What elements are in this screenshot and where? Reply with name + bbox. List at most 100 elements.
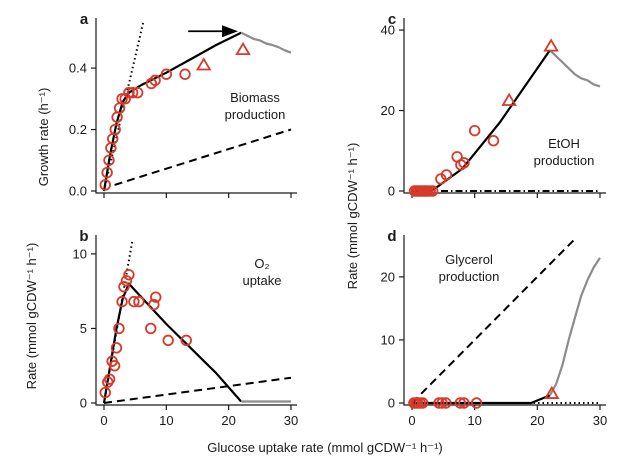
panel-b-axes [95,235,297,406]
panel-b-ytick-label: 0 [80,396,87,411]
right-ylabel: Rate (mmol gCDW⁻¹ h⁻¹) [345,143,360,290]
panel-b-circle-point [180,334,192,347]
panel-b-xtick-label: 30 [284,413,298,428]
panel-c-series-solid-gray [549,49,601,88]
panel-b-circle-point [108,360,121,372]
panel-b-ytick-label: 10 [73,246,87,261]
panel-d-series-solid-gray [548,257,601,396]
panel-b-circle-point [145,322,157,335]
panel-d-annotation: Glycerol [445,252,493,267]
panel-a-circle-point [103,154,115,166]
panel-b-circle-point [150,291,162,303]
panel-b-xtick-label: 20 [221,413,235,428]
panel-a-series-solid-gray [240,31,292,54]
panel-d-circle-point [416,397,429,409]
panel-b-circle-point [128,295,140,308]
panel-d-xtick-label: 20 [530,413,544,428]
panel-b-xtick-label: 10 [159,413,173,428]
panel-a-circle-point [116,93,128,105]
panel-b-circle-point [110,342,123,354]
panel-b-ylabel: Rate (mmol gCDW⁻¹ h⁻¹) [24,243,39,390]
panel-a-circle-point [101,166,113,179]
panel-d-circle-point [470,397,483,409]
panel-d: d 0 10 20 30 0 10 20 Glycerol production [381,228,608,428]
panel-a-circle-point [160,68,173,80]
panel-a-circle-point [109,123,121,136]
panel-b-circle-point [103,373,116,385]
panel-d-circle-point [454,397,466,409]
panel-a: a 0.0 0.2 0.4 Biomass production [69,11,297,199]
panel-b-circle-point [113,322,125,335]
panel-a-annotation: production [225,107,286,122]
panel-a-axes [95,18,297,194]
panel-d-triangle-point [543,385,560,399]
panel-b-annotation: O₂ [254,256,269,271]
panel-c-triangle-point [501,92,517,106]
panel-d-circle-point [458,397,470,409]
panel-d-series-solid-black [412,394,551,405]
panel-b-xtick-label: 0 [100,413,107,428]
panel-a-circle-point [99,179,111,191]
panel-a-ytick-label: 0.0 [69,184,87,199]
panel-b-ytick-label: 5 [80,321,87,336]
panel-c-ytick-label: 40 [381,23,395,38]
panel-b-circle-point [123,269,135,281]
panel-b-circle-point [162,334,174,347]
panel-d-series-dashed [411,238,576,404]
panel-c-circle-point [468,124,481,137]
panel-c: c 0 20 40 EtOH production [381,11,606,199]
panel-d-circle-point [440,397,452,409]
panel-c-ytick-label: 20 [381,103,395,118]
panel-d-annotation: production [439,269,500,284]
panel-d-ytick-label: 10 [381,332,395,347]
panel-d-circle-point [436,397,448,409]
panel-a-ytick-label: 0.2 [69,122,87,137]
panel-a-circle-point [126,86,139,99]
panel-a-arrow-head [222,25,239,38]
panel-b-series-dashed [103,376,292,404]
panel-a-series-dashed [114,128,292,186]
panel-a-circle-point [179,68,191,80]
panel-c-annotation: production [534,153,595,168]
panel-c-circle-point [440,169,453,181]
panel-d-ytick-label: 0 [388,396,395,411]
panel-b-letter: b [79,228,88,245]
panel-a-circle-point [149,74,161,87]
panel-d-ytick-label: 20 [381,269,395,284]
panel-b-circle-point [99,386,111,399]
panel-b: b 0 10 20 30 0 5 10 O₂ uptake [73,228,299,428]
panel-d-letter: d [387,228,396,245]
panel-c-triangle-point [543,38,559,52]
panel-c-axes [403,18,606,194]
panel-a-series-solid-black [102,31,242,192]
panel-d-xtick-label: 0 [408,413,415,428]
panel-a-letter: a [80,11,89,28]
panel-d-xtick-label: 10 [467,413,481,428]
panel-a-ytick-label: 0.4 [69,61,87,76]
panel-c-letter: c [388,11,396,28]
panel-a-circle-point [119,93,131,105]
panel-b-circle-point [148,298,160,311]
panel-b-circle-point [116,295,128,308]
panel-a-circle-point [131,86,144,99]
panel-b-circle-point [118,281,130,293]
panel-a-annotation: Biomass [230,90,280,105]
panel-c-circle-point [426,185,439,197]
panel-c-ytick-label: 0 [388,184,395,199]
panel-c-circle-point [458,157,470,169]
panel-d-axes [403,235,606,406]
panel-c-circle-point [487,135,500,147]
panel-a-ylabel: Growth rate (h⁻¹) [36,88,51,187]
panel-a-triangle-point [235,41,251,56]
panel-a-triangle-point [195,57,212,71]
panel-b-series-dotted [103,241,134,404]
panel-d-xtick-label: 30 [593,413,607,428]
panel-b-circle-point [133,295,145,308]
panel-d-circle-point [433,397,445,409]
panel-b-circle-point [120,275,133,287]
panel-c-annotation: EtOH [548,136,580,151]
panel-c-series-solid-black [412,49,551,193]
panel-b-annotation: uptake [242,273,281,288]
xlabel: Glucose uptake rate (mmol gCDW⁻¹ h⁻¹) [207,440,443,455]
